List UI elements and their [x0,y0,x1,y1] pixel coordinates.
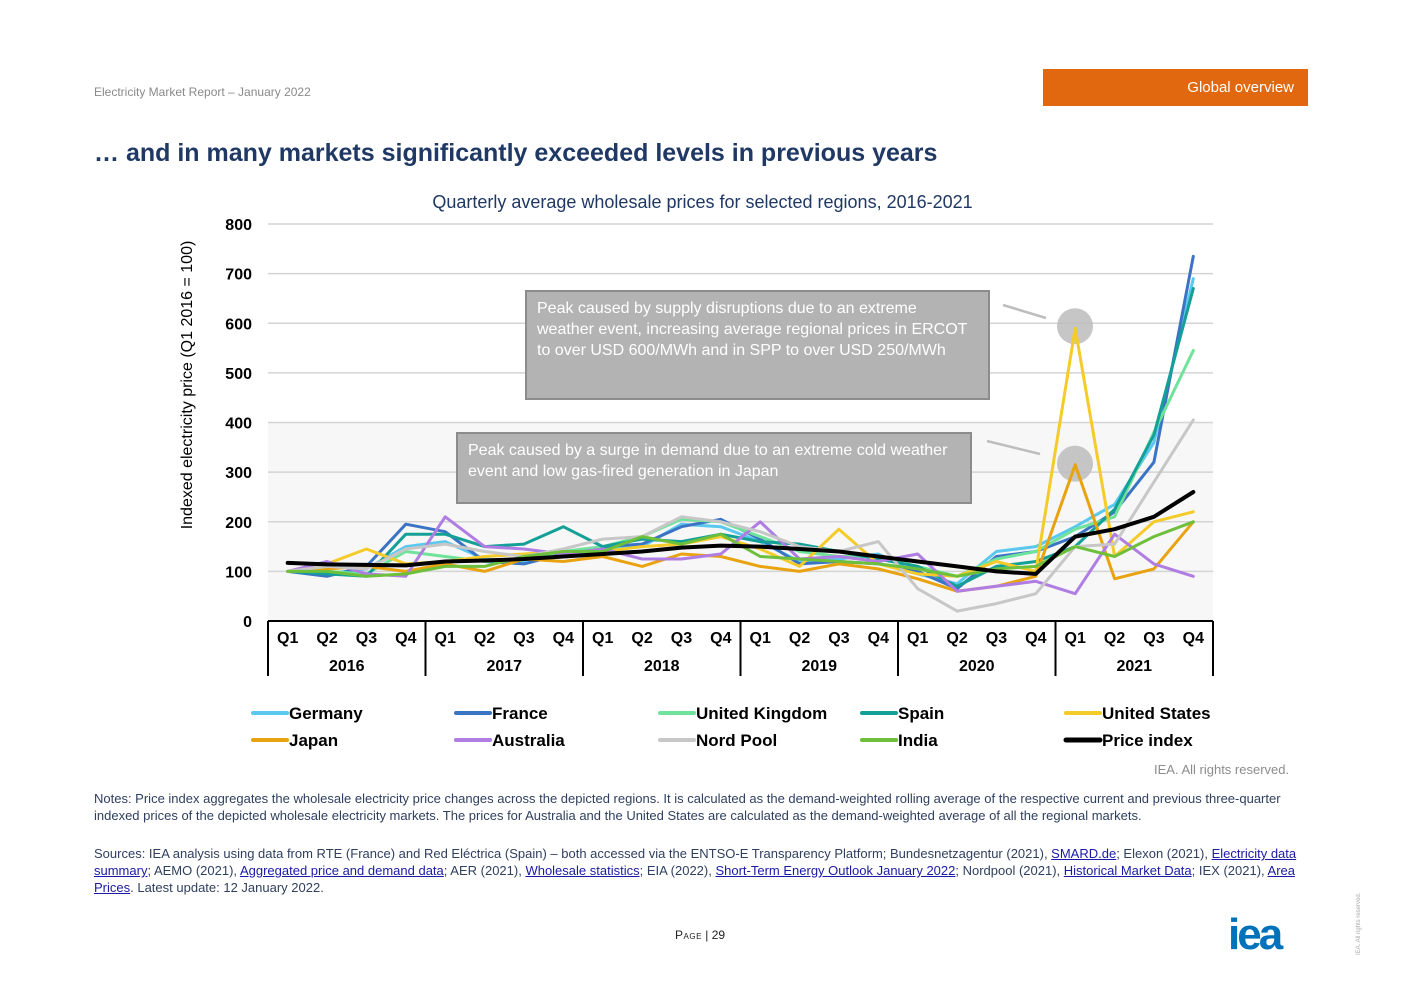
rights-note: IEA. All rights reserved. [1154,762,1290,777]
series-line-united-kingdom [286,349,1195,578]
x-tick-label: Q2 [946,630,967,647]
x-tick-label: Q4 [553,630,574,647]
x-tick-label: Q4 [1025,630,1046,647]
y-tick-label: 100 [225,564,252,581]
iea-logo: iea [1228,915,1287,953]
page-number: Page | 29 [675,928,725,942]
x-group-label: 2017 [486,658,522,675]
legend-label: Nord Pool [696,731,777,750]
series-line-nord-pool [286,418,1195,613]
source-link-aer[interactable]: Wholesale statistics [525,863,640,878]
iea-logo-text: iea [1228,915,1284,953]
sources-text: . Latest update: 12 January 2022. [130,880,324,895]
series-line-price-index [285,490,1196,576]
legend-label: Japan [289,731,338,750]
legend-label: France [492,704,548,723]
side-rights-note: IEA. All rights reserved. [1356,892,1362,955]
source-link-smard[interactable]: SMARD.de [1051,846,1117,861]
sources-text: Sources: IEA analysis using data from RT… [94,846,1052,861]
x-tick-label: Q4 [1183,630,1204,647]
page-title: … and in many markets significantly exce… [94,139,938,167]
x-tick-label: Q3 [356,630,377,647]
x-tick-label: Q1 [1065,630,1086,647]
sources-text: ; Nordpool (2021), [955,863,1064,878]
legend-label: Price index [1102,731,1193,750]
y-tick-label: 300 [225,465,252,482]
peak-highlight-marker [1057,308,1093,345]
x-tick-label: Q1 [277,630,298,647]
x-tick-label: Q4 [395,630,416,647]
page-separator: | [701,928,712,942]
x-tick-label: Q3 [513,630,534,647]
series-line-australia [286,515,1195,596]
sources-text: ; AER (2021), [443,863,526,878]
annotation-us-peak: Peak caused by supply disruptions due to… [525,290,990,400]
x-tick-label: Q1 [592,630,613,647]
sources-text: ; EIA (2022), [639,863,716,878]
y-tick-label: 200 [225,515,252,532]
legend-label: Germany [289,704,363,723]
y-tick-label: 600 [225,316,252,333]
x-tick-label: Q4 [710,630,731,647]
sources-text: ; IEX (2021), [1191,863,1268,878]
x-tick-label: Q1 [750,630,771,647]
x-tick-label: Q2 [316,630,337,647]
source-link-iex[interactable]: Area Prices [94,863,1295,895]
x-group-label: 2021 [1116,658,1152,675]
legend-label: United Kingdom [696,704,827,723]
legend-label: Spain [898,704,944,723]
y-tick-label: 400 [225,416,252,433]
x-tick-label: Q2 [1104,630,1125,647]
series-line-germany [286,277,1195,586]
chart-notes: Notes: Price index aggregates the wholes… [94,791,1281,823]
x-tick-label: Q3 [828,630,849,647]
x-tick-label: Q2 [789,630,810,647]
y-axis-title: Indexed electricity price (Q1 2016 = 100… [179,241,196,530]
y-tick-label: 500 [225,366,252,383]
report-name: Electricity Market Report – January 2022 [94,85,311,99]
annotation-japan-peak: Peak caused by a surge in demand due to … [456,432,972,504]
x-tick-label: Q3 [986,630,1007,647]
x-tick-label: Q4 [868,630,889,647]
annotation-leader-line [986,439,1041,456]
y-tick-label: 700 [225,267,252,284]
chart-title: Quarterly average wholesale prices for s… [432,192,972,212]
source-link-nordpool[interactable]: Historical Market Data [1063,863,1192,878]
x-tick-label: Q1 [435,630,456,647]
source-link-aemo[interactable]: Aggregated price and demand data [239,863,444,878]
x-group-label: 2016 [329,658,365,675]
sources-text: ; Elexon (2021), [1116,846,1212,861]
legend-label: United States [1102,704,1211,723]
y-tick-label: 800 [225,217,252,234]
page-number-value: 29 [711,928,726,942]
source-link-elexon[interactable]: Electricity data summary [94,846,1297,878]
section-badge: Global overview [1043,69,1308,106]
legend-label: India [898,731,938,750]
chart-sources: Sources: IEA analysis using data from RT… [94,845,1314,896]
sources-text: ; AEMO (2021), [147,863,240,878]
x-tick-label: Q2 [474,630,495,647]
page-label: Page [675,928,702,942]
x-tick-label: Q1 [907,630,928,647]
y-tick-label: 0 [243,614,252,631]
series-line-japan [286,463,1195,593]
source-link-eia[interactable]: Short-Term Energy Outlook January 2022 [715,863,956,878]
legend-label: Australia [492,731,565,750]
x-tick-label: Q2 [631,630,652,647]
annotation-leader-line [1002,303,1047,320]
x-group-label: 2018 [644,658,680,675]
x-tick-label: Q3 [671,630,692,647]
x-group-label: 2020 [959,658,995,675]
x-group-label: 2019 [801,658,837,675]
section-label: Global overview [1187,79,1294,96]
x-tick-label: Q3 [1143,630,1164,647]
